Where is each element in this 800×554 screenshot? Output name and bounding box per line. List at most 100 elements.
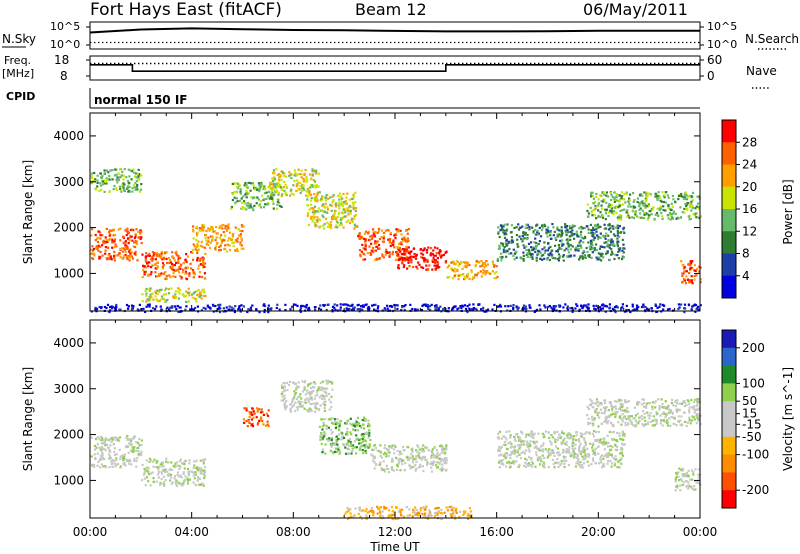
data-cell xyxy=(331,195,334,198)
data-cell xyxy=(137,175,140,178)
data-cell xyxy=(580,230,583,233)
data-cell xyxy=(210,228,213,231)
data-cell xyxy=(516,245,519,248)
data-cell xyxy=(218,236,221,239)
data-cell xyxy=(568,437,571,440)
data-cell xyxy=(114,465,117,468)
data-cell xyxy=(539,308,542,311)
data-cell xyxy=(133,446,136,449)
data-cell xyxy=(672,212,675,215)
data-cell xyxy=(579,450,582,453)
data-cell xyxy=(441,254,444,257)
data-cell xyxy=(407,259,410,262)
data-cell xyxy=(618,199,621,202)
data-cell xyxy=(632,205,635,208)
data-cell xyxy=(183,295,186,298)
data-cell xyxy=(342,202,345,205)
data-cell xyxy=(436,257,439,260)
data-cell xyxy=(267,311,270,314)
data-cell xyxy=(576,459,579,462)
data-cell xyxy=(617,240,620,243)
data-cell xyxy=(611,252,614,255)
data-cell xyxy=(310,215,313,218)
data-cell xyxy=(695,216,698,219)
data-cell xyxy=(531,257,534,260)
data-cell xyxy=(158,299,161,302)
data-cell xyxy=(506,461,509,464)
data-cell xyxy=(552,463,555,466)
data-cell xyxy=(209,235,212,238)
data-cell xyxy=(267,425,270,428)
data-cell xyxy=(434,308,437,311)
data-cell xyxy=(616,466,619,469)
data-cell xyxy=(541,448,544,451)
data-cell xyxy=(93,453,96,456)
data-cell xyxy=(290,188,293,191)
data-cell xyxy=(393,452,396,455)
data-cell xyxy=(519,438,522,441)
data-cell xyxy=(526,255,529,258)
data-cell xyxy=(313,197,316,200)
data-cell xyxy=(160,298,163,301)
data-cell xyxy=(592,442,595,445)
data-cell xyxy=(202,259,205,262)
data-cell xyxy=(174,465,177,468)
nave-tick-top: 60 xyxy=(707,53,722,67)
data-cell xyxy=(290,192,293,195)
data-cell xyxy=(330,445,333,448)
data-cell xyxy=(551,256,554,259)
data-cell xyxy=(537,232,540,235)
data-cell xyxy=(94,448,97,451)
data-cell xyxy=(224,248,227,251)
data-cell xyxy=(641,209,644,212)
data-cell xyxy=(109,230,113,233)
data-cell xyxy=(276,203,279,206)
data-cell xyxy=(137,453,140,456)
data-cell xyxy=(175,485,178,488)
data-cell xyxy=(172,257,175,260)
data-cell xyxy=(344,512,347,515)
data-cell xyxy=(435,304,438,307)
data-cell xyxy=(192,308,195,311)
data-cell xyxy=(684,191,687,194)
data-cell xyxy=(250,182,253,185)
data-cell xyxy=(620,451,623,454)
data-cell xyxy=(211,235,214,238)
data-cell xyxy=(453,263,456,266)
data-cell xyxy=(141,463,144,467)
data-cell xyxy=(306,190,309,193)
data-cell xyxy=(179,466,182,469)
data-cell xyxy=(621,238,624,241)
data-cell xyxy=(122,247,126,250)
data-cell xyxy=(556,462,559,465)
data-cell xyxy=(621,303,624,306)
data-cell xyxy=(615,194,618,197)
data-cell xyxy=(218,245,221,249)
data-cell xyxy=(410,260,413,263)
data-cell xyxy=(165,457,168,460)
data-cell xyxy=(270,307,273,310)
data-cell xyxy=(242,225,245,228)
data-cell xyxy=(320,386,323,389)
data-cell xyxy=(349,440,352,444)
data-cell xyxy=(695,274,698,277)
data-cell xyxy=(363,444,366,447)
data-cell xyxy=(394,445,397,448)
data-cell xyxy=(162,272,166,275)
data-cell xyxy=(259,411,263,414)
data-cell xyxy=(361,437,364,440)
data-cell xyxy=(202,261,205,264)
data-cell xyxy=(553,230,556,233)
data-cell xyxy=(616,231,619,234)
data-cell xyxy=(373,467,376,470)
data-cell xyxy=(523,464,526,467)
data-cell xyxy=(528,456,531,459)
data-cell xyxy=(181,482,184,485)
data-cell xyxy=(687,263,690,266)
data-cell xyxy=(508,462,511,465)
data-cell xyxy=(600,304,604,307)
data-cell xyxy=(458,516,461,519)
data-cell xyxy=(359,445,362,448)
data-cell xyxy=(349,438,352,441)
